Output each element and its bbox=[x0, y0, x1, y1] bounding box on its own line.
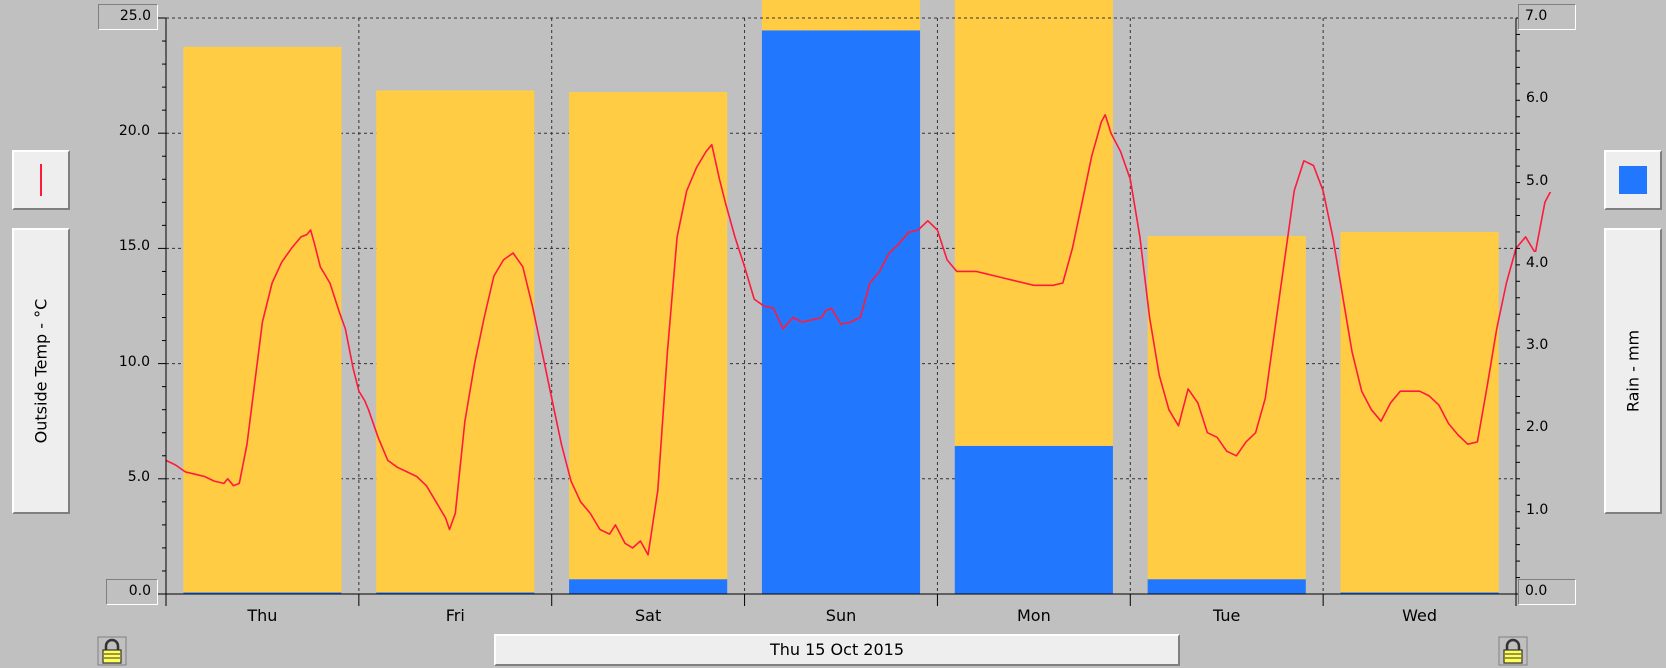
right-padlock-icon[interactable] bbox=[1498, 636, 1528, 666]
right-axis-tick-label: 6.0 bbox=[1520, 87, 1576, 110]
left-axis-min-label: 0.0 bbox=[106, 579, 158, 605]
x-label-sat: Sat bbox=[635, 606, 661, 625]
right-legend-button[interactable] bbox=[1604, 150, 1662, 210]
bar-blue-sat bbox=[569, 579, 728, 594]
left-padlock-icon[interactable] bbox=[97, 636, 127, 666]
bar-blue-mon bbox=[954, 445, 1113, 594]
temp-line bbox=[165, 114, 1575, 556]
x-label-thu: Thu bbox=[246, 606, 277, 625]
left-legend-button[interactable] bbox=[12, 150, 70, 210]
left-axis-tick-label: 20.0 bbox=[100, 120, 156, 143]
left-axis-tick-label: 5.0 bbox=[100, 465, 156, 488]
right-axis-title-panel[interactable]: Rain - mm bbox=[1604, 228, 1662, 514]
right-axis-tick-label: 3.0 bbox=[1520, 334, 1576, 357]
bar-yellow-tue bbox=[1147, 236, 1306, 580]
bar-yellow-wed bbox=[1340, 231, 1499, 593]
bar-yellow-fri bbox=[376, 90, 535, 593]
right-axis-tick-label: 4.0 bbox=[1520, 251, 1576, 274]
x-label-sun: Sun bbox=[826, 606, 856, 625]
temp-line-layer bbox=[165, 114, 1575, 556]
bar-yellow-sun bbox=[761, 0, 921, 31]
bar-yellow-mon bbox=[954, 0, 1113, 446]
right-axis-title: Rain - mm bbox=[1623, 329, 1643, 413]
x-label-mon: Mon bbox=[1017, 606, 1051, 625]
left-axis-title-panel[interactable]: Outside Temp - °C bbox=[12, 228, 70, 514]
left-axis-tick-label: 15.0 bbox=[100, 235, 156, 258]
left-axis-tick-label: 10.0 bbox=[100, 350, 156, 373]
right-axis-min-label: 0.0 bbox=[1518, 579, 1576, 605]
x-label-fri: Fri bbox=[446, 606, 465, 625]
blue-square-legend-icon bbox=[1619, 166, 1647, 194]
x-labels-layer: Thu Fri Sat Sun Mon Tue Wed bbox=[246, 606, 1437, 625]
axes-layer bbox=[158, 17, 1524, 606]
left-axis-title: Outside Temp - °C bbox=[31, 298, 51, 444]
right-axis-max-label: 7.0 bbox=[1518, 4, 1576, 30]
right-axis-tick-label: 5.0 bbox=[1520, 169, 1576, 192]
bar-blue-sun bbox=[761, 30, 921, 595]
bar-blue-thu bbox=[183, 592, 342, 594]
bar-blue-fri bbox=[376, 592, 535, 594]
x-label-tue: Tue bbox=[1212, 606, 1240, 625]
date-display-button[interactable]: Thu 15 Oct 2015 bbox=[494, 634, 1180, 666]
left-axis-max-label: 25.0 bbox=[98, 4, 158, 30]
bar-blue-tue bbox=[1147, 579, 1306, 594]
bar-blue-wed bbox=[1340, 592, 1499, 594]
red-line-legend-icon bbox=[40, 164, 42, 196]
bars-layer bbox=[183, 0, 1499, 595]
right-axis-tick-label: 1.0 bbox=[1520, 498, 1576, 521]
bar-yellow-sat bbox=[569, 92, 728, 580]
right-axis-tick-label: 2.0 bbox=[1520, 416, 1576, 439]
x-label-wed: Wed bbox=[1402, 606, 1437, 625]
